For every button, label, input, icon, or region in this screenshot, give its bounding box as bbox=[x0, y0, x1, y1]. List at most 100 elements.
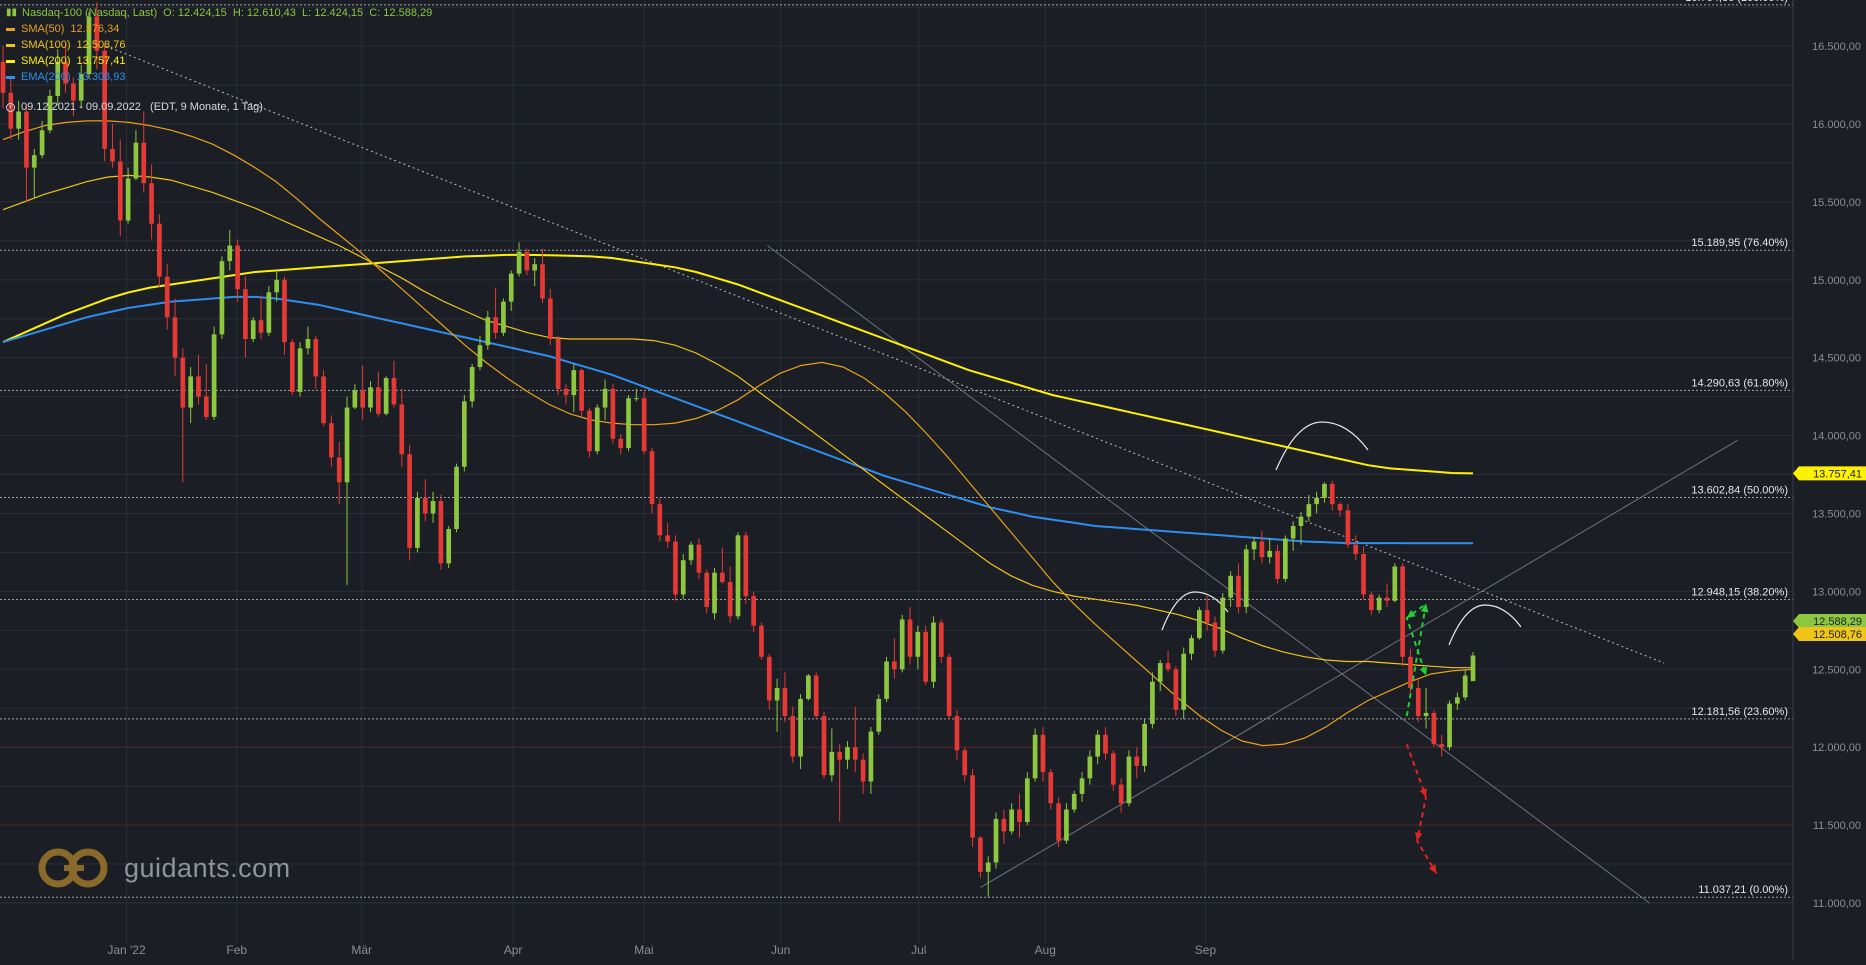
candle-body bbox=[313, 339, 319, 377]
candle-body bbox=[931, 622, 936, 682]
candle-body bbox=[1228, 575, 1233, 598]
candle-body bbox=[157, 223, 162, 277]
candle bbox=[735, 532, 741, 620]
candle-body bbox=[1220, 597, 1226, 651]
price-tag-label: 13.757,41 bbox=[1813, 468, 1862, 480]
candle bbox=[1415, 678, 1421, 723]
candle-body bbox=[915, 631, 921, 657]
candle bbox=[938, 619, 944, 664]
candle bbox=[680, 554, 686, 600]
candle-body bbox=[720, 572, 725, 583]
candle bbox=[1455, 692, 1460, 710]
candle bbox=[931, 616, 936, 688]
candle bbox=[884, 656, 889, 703]
ohlc-values: O: 12.424,15 H: 12.610,43 L: 12.424,15 C… bbox=[163, 7, 433, 19]
candle bbox=[524, 248, 530, 276]
candle bbox=[485, 310, 491, 350]
candle bbox=[430, 491, 436, 523]
candle-body bbox=[571, 370, 577, 396]
price-tag-label: 12.588,29 bbox=[1813, 616, 1862, 628]
candle-body bbox=[587, 410, 592, 452]
candle-body bbox=[415, 497, 420, 548]
legend-sma200[interactable]: SMA(200) 13.757,41 bbox=[6, 53, 432, 69]
candle-body bbox=[1095, 734, 1101, 757]
candle bbox=[1439, 734, 1445, 757]
candle-body bbox=[180, 357, 186, 408]
candle-body bbox=[446, 529, 452, 564]
candle bbox=[1110, 750, 1116, 791]
candle-body bbox=[1415, 687, 1421, 717]
candle-body bbox=[696, 544, 702, 573]
candle-body bbox=[1243, 549, 1249, 607]
candle-body bbox=[297, 348, 303, 392]
candle-body bbox=[774, 687, 780, 701]
chart-icon: ▮▮ bbox=[6, 7, 18, 18]
projection-arrowhead bbox=[1419, 666, 1428, 676]
candle-body bbox=[360, 390, 366, 408]
y-tick-label: 12.500,00 bbox=[1812, 664, 1861, 676]
candle bbox=[852, 706, 858, 773]
candle-body bbox=[547, 298, 553, 340]
candle-body bbox=[94, 16, 100, 51]
candle bbox=[1400, 563, 1405, 667]
candle-body bbox=[1462, 675, 1468, 698]
candle bbox=[602, 379, 608, 421]
candle bbox=[634, 388, 639, 402]
candle-body bbox=[759, 625, 764, 657]
candle bbox=[547, 289, 553, 346]
candle-body bbox=[837, 751, 842, 760]
candle-body bbox=[657, 504, 663, 536]
candle bbox=[141, 111, 147, 193]
candle-body bbox=[610, 388, 616, 439]
legend-ema200[interactable]: EMA(200) 13.308,93 bbox=[6, 69, 432, 85]
candle bbox=[258, 295, 264, 340]
candle-body bbox=[1150, 681, 1155, 724]
candle-body bbox=[16, 111, 21, 129]
candle-body bbox=[1064, 809, 1069, 841]
candle bbox=[649, 448, 655, 514]
candle bbox=[1267, 538, 1273, 564]
candle bbox=[16, 100, 21, 140]
candle-body bbox=[477, 345, 483, 368]
candle bbox=[1017, 793, 1022, 838]
y-tick-label: 16.500,00 bbox=[1812, 41, 1861, 53]
legend-sma50[interactable]: SMA(50) 12.576,34 bbox=[6, 21, 432, 37]
candle-body bbox=[1110, 753, 1116, 785]
x-tick-label: Mär bbox=[351, 943, 372, 957]
y-tick-label: 14.000,00 bbox=[1812, 431, 1861, 443]
candle bbox=[149, 164, 154, 240]
candle bbox=[39, 120, 45, 159]
y-tick-label: 14.500,00 bbox=[1812, 353, 1861, 365]
date-range[interactable]: 09.12.2021 - 09.09.2022 (EDT, 9 Monate, … bbox=[6, 101, 263, 113]
candle-body bbox=[1001, 818, 1007, 832]
candle-body bbox=[1290, 525, 1296, 539]
candle bbox=[78, 64, 84, 109]
candle-body bbox=[149, 183, 154, 224]
candle bbox=[892, 638, 897, 679]
candle bbox=[133, 130, 139, 181]
candle-body bbox=[1361, 554, 1366, 595]
x-tick-label: Jan '22 bbox=[107, 943, 146, 957]
instrument-name[interactable]: Nasdaq-100 (Nasdaq, Last) bbox=[22, 7, 158, 19]
candle bbox=[1275, 544, 1280, 584]
projection-arrowhead bbox=[1420, 603, 1429, 613]
legend-sma100[interactable]: SMA(100) 12.508,76 bbox=[6, 37, 432, 53]
candle bbox=[1470, 652, 1476, 682]
candle-body bbox=[993, 818, 999, 863]
candle bbox=[688, 541, 694, 565]
candle-body bbox=[806, 675, 811, 699]
candle-body bbox=[55, 61, 61, 96]
candle bbox=[219, 256, 225, 340]
candle-body bbox=[1267, 550, 1273, 558]
candle-body bbox=[634, 398, 639, 400]
y-tick-label: 13.000,00 bbox=[1812, 586, 1861, 598]
candle bbox=[821, 711, 827, 779]
pattern-arc bbox=[1448, 604, 1522, 646]
candle-body bbox=[524, 251, 530, 271]
candle bbox=[907, 606, 913, 665]
price-tag: 13.757,41 bbox=[1793, 466, 1866, 481]
y-tick-label: 12.000,00 bbox=[1812, 742, 1861, 754]
candle-body bbox=[352, 390, 358, 408]
